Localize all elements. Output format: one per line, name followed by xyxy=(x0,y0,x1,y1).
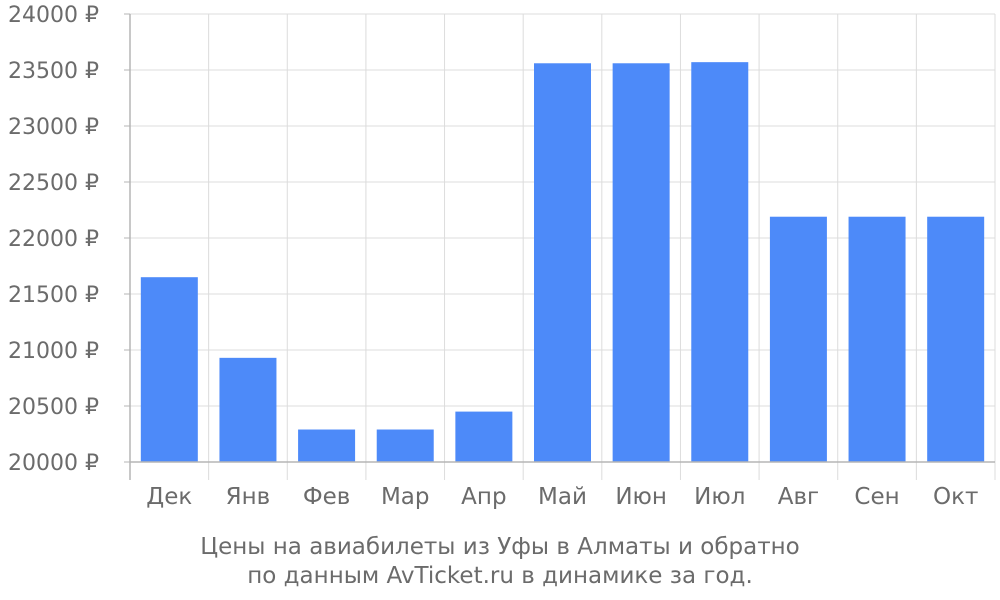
y-tick-labels: 20000 ₽ 20500 ₽ 21000 ₽ 21500 ₽ 22000 ₽ 22500… xyxy=(8,3,99,476)
x-tick-label: Авг xyxy=(778,484,819,510)
bars xyxy=(140,62,985,462)
bar xyxy=(691,62,749,462)
bar xyxy=(769,216,827,462)
x-tick-label: Апр xyxy=(461,484,506,510)
y-tick-label: 24000 ₽ xyxy=(8,3,99,28)
y-tick-label: 21000 ₽ xyxy=(8,339,99,364)
y-tick-label: 22000 ₽ xyxy=(8,227,99,252)
bar xyxy=(927,216,985,462)
bar xyxy=(848,216,906,462)
bar xyxy=(612,63,670,462)
y-tick-label: 20500 ₽ xyxy=(8,395,99,420)
bar xyxy=(219,357,277,462)
y-tick-label: 22500 ₽ xyxy=(8,171,99,196)
x-tick-label: Окт xyxy=(933,484,978,510)
bar-chart: 20000 ₽ 20500 ₽ 21000 ₽ 21500 ₽ 22000 ₽ 22500… xyxy=(8,3,996,510)
x-tick-label: Фев xyxy=(303,484,351,510)
bar xyxy=(534,63,591,462)
x-tick-label: Июл xyxy=(694,484,745,510)
bar xyxy=(140,277,198,462)
x-tick-label: Мар xyxy=(381,484,430,510)
x-tick-label: Янв xyxy=(226,484,271,510)
x-tick-labels: Дек Янв Фев Мар Апр Май Июн Июл Авг Сен Окт xyxy=(146,484,978,510)
y-tick-label: 23500 ₽ xyxy=(8,59,99,84)
x-tick-label: Июн xyxy=(615,484,667,510)
bar xyxy=(376,429,434,462)
y-tick-label: 21500 ₽ xyxy=(8,283,99,308)
bar xyxy=(298,429,356,462)
x-tick-label: Дек xyxy=(146,484,192,510)
y-tick-label: 23000 ₽ xyxy=(8,115,99,140)
x-tick-label: Сен xyxy=(854,484,899,510)
y-tick-label: 20000 ₽ xyxy=(8,451,99,476)
chart-caption-line-2: по данным AvTicket.ru в динамике за год. xyxy=(247,563,753,589)
x-tick-label: Май xyxy=(538,484,587,510)
axes xyxy=(124,13,995,480)
bar xyxy=(455,411,513,462)
chart-caption-line-1: Цены на авиабилеты из Уфы в Алматы и обр… xyxy=(200,534,800,560)
